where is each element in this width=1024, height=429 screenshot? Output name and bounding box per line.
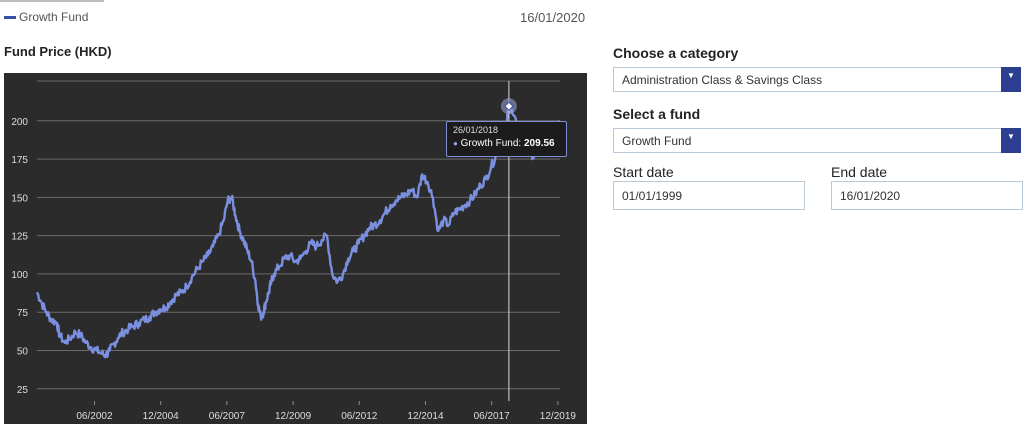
- end-date-input[interactable]: [831, 181, 1023, 210]
- fund-select-value: Growth Fund: [622, 133, 692, 148]
- fund-label: Select a fund: [613, 106, 701, 122]
- tooltip-series-name: Growth Fund:: [460, 138, 522, 149]
- tooltip-series-line: ● Growth Fund: 209.56: [453, 138, 560, 149]
- x-tick-label: 06/2002: [76, 411, 113, 422]
- chart-svg[interactable]: 25 50 75 100 125 150 175 200 06/2002 12/2004 06/20…: [4, 73, 587, 424]
- tooltip-dot-icon: ●: [453, 139, 458, 148]
- x-tick-label: 06/2012: [341, 411, 378, 422]
- y-tick-label: 100: [11, 270, 28, 281]
- y-tick-label: 25: [17, 385, 29, 396]
- tooltip-date: 26/01/2018: [453, 125, 499, 135]
- tooltip-value: 209.56: [524, 138, 555, 149]
- x-tick-label: 12/2009: [275, 411, 312, 422]
- y-tick-label: 200: [11, 117, 28, 128]
- category-label: Choose a category: [613, 45, 739, 61]
- y-tick-label: 125: [11, 232, 28, 243]
- header-date: 16/01/2020: [520, 10, 586, 25]
- x-tick-label: 12/2019: [540, 411, 577, 422]
- x-tick-label: 06/2007: [209, 411, 246, 422]
- chart-title: Fund Price (HKD): [4, 44, 112, 59]
- top-divider: [0, 0, 104, 2]
- category-select[interactable]: Administration Class & Savings Class ▼: [613, 67, 1021, 92]
- y-tick-label: 50: [17, 346, 29, 357]
- x-tick-label: 12/2004: [143, 411, 180, 422]
- y-tick-label: 150: [11, 193, 28, 204]
- hover-marker-icon: [504, 101, 514, 111]
- growth-fund-series-line: [35, 105, 561, 359]
- y-tick-label: 75: [17, 308, 29, 319]
- x-tick-label: 12/2014: [407, 411, 444, 422]
- chevron-down-icon: ▼: [1007, 71, 1015, 80]
- legend: Growth Fund: [4, 10, 88, 24]
- chevron-down-icon: ▼: [1007, 132, 1015, 141]
- end-date-label: End date: [831, 164, 888, 180]
- y-tick-label: 175: [11, 155, 28, 166]
- legend-label: Growth Fund: [19, 10, 89, 24]
- start-date-label: Start date: [613, 164, 674, 180]
- category-dropdown-button[interactable]: ▼: [1001, 67, 1021, 92]
- category-select-value: Administration Class & Savings Class: [622, 72, 823, 87]
- start-date-input[interactable]: [613, 181, 805, 210]
- chart-tooltip: 26/01/2018 ● Growth Fund: 209.56: [446, 121, 567, 157]
- legend-swatch: [4, 15, 16, 19]
- fund-select[interactable]: Growth Fund ▼: [613, 128, 1021, 153]
- fund-dropdown-button[interactable]: ▼: [1001, 128, 1021, 153]
- x-tick-label: 06/2017: [474, 411, 511, 422]
